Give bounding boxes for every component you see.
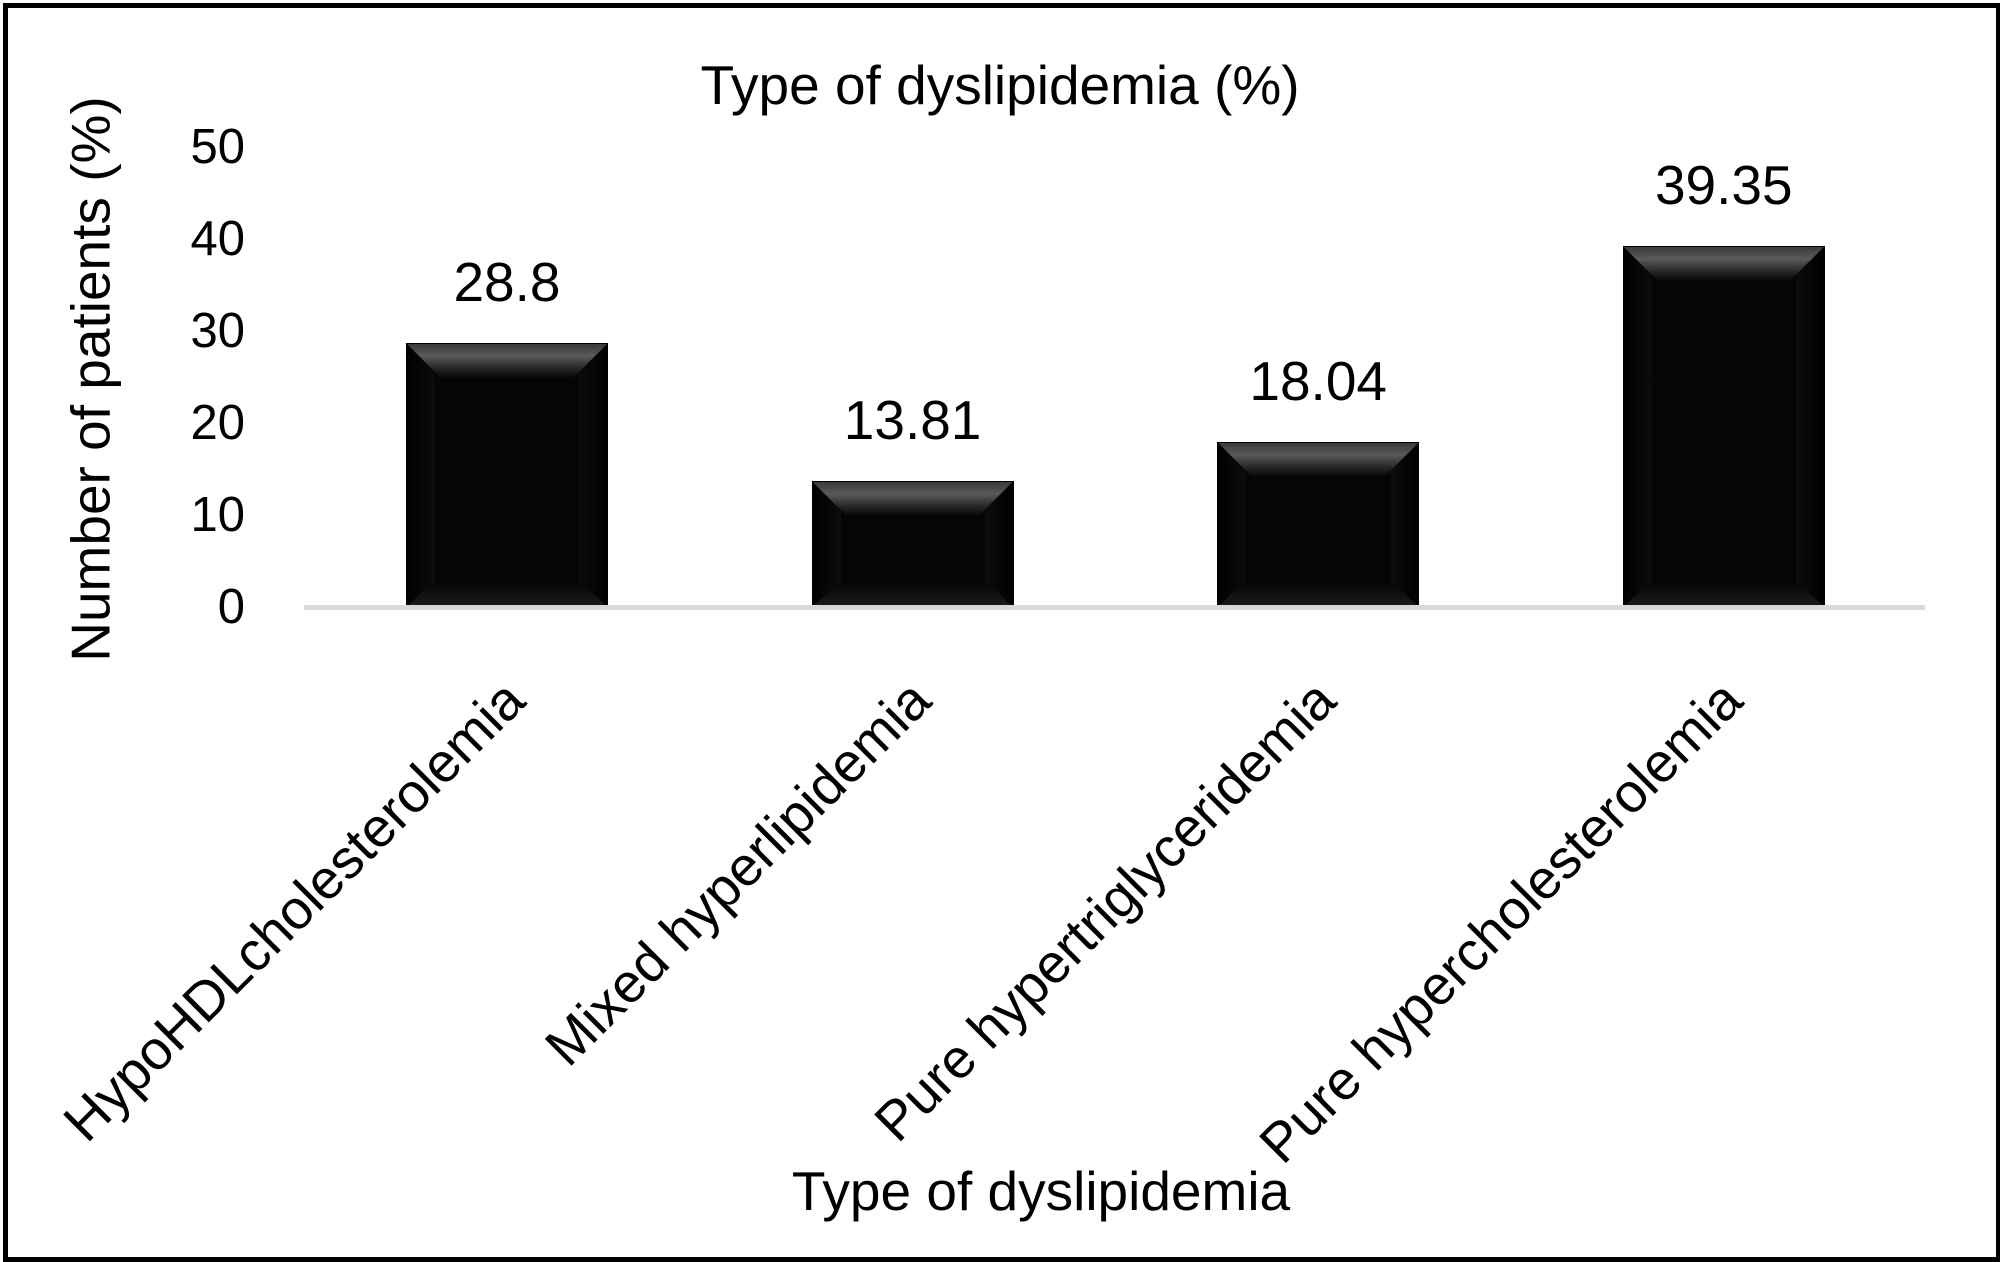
bar — [406, 343, 608, 608]
y-tick: 10 — [190, 488, 245, 542]
y-tick: 30 — [190, 304, 245, 358]
data-label: 18.04 — [1249, 350, 1387, 413]
bar — [811, 480, 1014, 608]
bar — [1217, 442, 1420, 608]
y-axis-title: Number of patients (%) — [59, 96, 122, 662]
x-axis-line — [304, 605, 1925, 610]
chart-frame — [3, 3, 2000, 1262]
y-tick: 20 — [190, 396, 245, 450]
data-label: 28.8 — [453, 251, 561, 314]
chart-title: Type of dyslipidemia (%) — [700, 54, 1300, 116]
y-tick: 40 — [190, 212, 245, 266]
bar — [1622, 245, 1825, 608]
x-axis-title: Type of dyslipidemia — [791, 1160, 1291, 1222]
data-label: 39.35 — [1654, 153, 1793, 216]
y-tick: 0 — [217, 580, 245, 634]
data-label: 13.81 — [843, 388, 982, 451]
y-tick: 50 — [190, 120, 245, 174]
